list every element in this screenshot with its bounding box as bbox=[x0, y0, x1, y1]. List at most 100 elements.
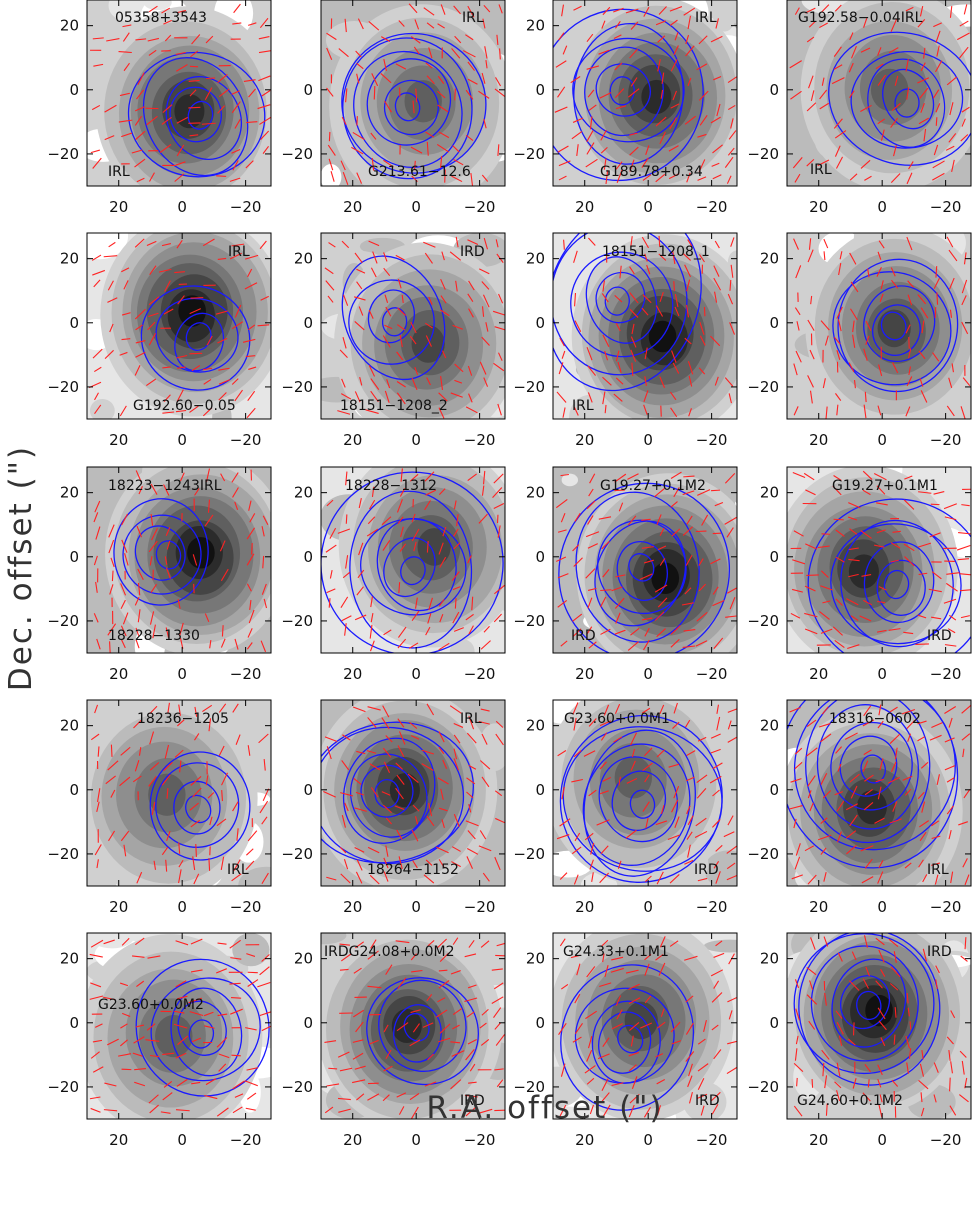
polarization-vector bbox=[176, 995, 188, 1000]
polarization-vector bbox=[342, 337, 347, 349]
polarization-vector bbox=[493, 473, 504, 484]
polarization-vector bbox=[576, 144, 579, 157]
polarization-vector bbox=[950, 1061, 953, 1074]
polarization-vector bbox=[149, 1104, 159, 1114]
polarization-vector bbox=[889, 818, 902, 824]
polarization-vector bbox=[905, 406, 911, 417]
polarization-vector bbox=[672, 250, 676, 265]
polarization-vector bbox=[713, 952, 725, 958]
polarization-vector bbox=[217, 942, 227, 945]
x-tick-label: 0 bbox=[177, 898, 187, 916]
polarization-vector bbox=[963, 4, 968, 15]
polarization-vector bbox=[441, 819, 445, 829]
polarization-vector bbox=[203, 379, 212, 385]
polarization-vector bbox=[484, 46, 488, 59]
polarization-vector bbox=[90, 1107, 101, 1113]
polarization-vector bbox=[948, 830, 952, 840]
polarization-vector bbox=[959, 589, 971, 592]
contour-line bbox=[856, 990, 882, 1021]
map-image bbox=[787, 467, 971, 653]
polarization-vector bbox=[875, 778, 884, 783]
polarization-vector bbox=[464, 997, 478, 1002]
polarization-vector bbox=[615, 377, 624, 385]
polarization-vector bbox=[573, 874, 579, 885]
polarization-vector bbox=[494, 88, 505, 97]
polarization-vector bbox=[861, 876, 874, 884]
polarization-vector bbox=[683, 629, 696, 632]
polarization-vector bbox=[822, 790, 832, 799]
polarization-vector bbox=[149, 731, 155, 745]
polarization-vector bbox=[382, 705, 390, 718]
polarization-vector bbox=[437, 104, 449, 113]
polarization-vector bbox=[601, 540, 610, 550]
polarization-vector bbox=[685, 995, 694, 1003]
polarization-vector bbox=[836, 1090, 841, 1102]
polarization-vector bbox=[935, 965, 940, 974]
polarization-vector bbox=[483, 377, 489, 387]
polarization-vector bbox=[874, 817, 885, 824]
polarization-vector bbox=[727, 720, 732, 730]
polarization-vector bbox=[845, 803, 859, 811]
polarization-vector bbox=[234, 304, 242, 318]
polarization-vector bbox=[630, 732, 637, 746]
polarization-vector bbox=[369, 763, 381, 771]
polarization-vector bbox=[165, 627, 170, 638]
polarization-vector bbox=[669, 391, 677, 401]
panel-label: IRL bbox=[462, 10, 484, 26]
polarization-vector bbox=[586, 966, 596, 978]
polarization-vector bbox=[602, 953, 605, 963]
polarization-vector bbox=[599, 872, 610, 884]
x-tick-label: 20 bbox=[343, 431, 362, 449]
polarization-vector bbox=[713, 637, 724, 649]
polarization-vector bbox=[961, 704, 971, 714]
polarization-vector bbox=[571, 846, 582, 855]
polarization-vector bbox=[602, 334, 610, 347]
polarization-vector bbox=[710, 335, 721, 347]
polarization-vector bbox=[958, 1094, 969, 1103]
polarization-vector bbox=[893, 951, 897, 963]
polarization-vector bbox=[574, 1023, 583, 1034]
polarization-vector bbox=[148, 312, 159, 318]
polarization-vector bbox=[614, 597, 625, 609]
polarization-vector bbox=[611, 956, 624, 961]
x-tick-label: 20 bbox=[109, 431, 128, 449]
polarization-vector bbox=[645, 145, 650, 156]
polarization-vector bbox=[902, 775, 913, 781]
polarization-vector bbox=[397, 278, 402, 289]
polarization-vector bbox=[94, 500, 101, 513]
polarization-vector bbox=[945, 582, 958, 592]
x-tick-label: 20 bbox=[575, 431, 594, 449]
polarization-vector bbox=[232, 1080, 245, 1090]
contour-line bbox=[173, 780, 221, 835]
polarization-vector bbox=[354, 847, 365, 853]
polarization-vector bbox=[369, 624, 373, 639]
polarization-vector bbox=[583, 750, 596, 757]
polarization-vector bbox=[151, 528, 158, 541]
polarization-vector bbox=[385, 845, 389, 857]
polarization-vector bbox=[726, 527, 734, 538]
polarization-vector bbox=[498, 293, 504, 304]
polarization-vector bbox=[176, 389, 184, 402]
polarization-vector bbox=[451, 571, 460, 581]
polarization-vector bbox=[422, 1022, 434, 1028]
panel-frame bbox=[786, 699, 972, 887]
polarization-vector bbox=[397, 718, 405, 728]
polarization-vector bbox=[356, 281, 363, 290]
polarization-vector bbox=[714, 291, 718, 303]
polarization-vector bbox=[667, 834, 680, 840]
polarization-vector bbox=[450, 392, 463, 398]
polarization-vector bbox=[860, 104, 872, 112]
polarization-vector bbox=[435, 846, 449, 854]
polarization-vector bbox=[792, 471, 806, 479]
polarization-vector bbox=[342, 734, 351, 741]
polarization-vector bbox=[95, 526, 101, 540]
polarization-vector bbox=[946, 76, 958, 86]
polarization-vector bbox=[150, 483, 158, 495]
polarization-vector bbox=[372, 251, 378, 264]
polarization-vector bbox=[193, 873, 200, 885]
polarization-vector bbox=[245, 355, 256, 358]
polarization-vector bbox=[108, 830, 116, 842]
y-tick-label: 0 bbox=[535, 781, 545, 799]
polarization-vector bbox=[823, 936, 829, 947]
polarization-vector bbox=[355, 791, 365, 796]
